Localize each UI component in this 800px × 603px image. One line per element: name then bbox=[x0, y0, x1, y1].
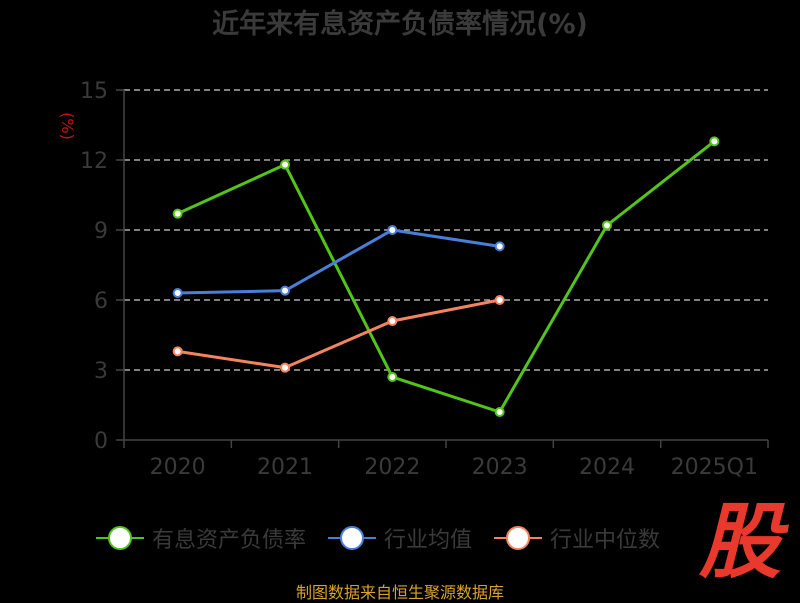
stock-logo-watermark: 股 bbox=[699, 495, 781, 590]
series-line-2 bbox=[177, 298, 500, 370]
series-line-1 bbox=[177, 228, 500, 295]
y-tick-label: 12 bbox=[80, 149, 108, 174]
x-tick-label: 2024 bbox=[579, 455, 635, 480]
data-point-2 bbox=[387, 316, 398, 326]
y-tick-label: 0 bbox=[94, 429, 108, 454]
y-axis-label: (%) bbox=[58, 112, 77, 140]
legend-marker-icon bbox=[494, 525, 543, 551]
data-point-1 bbox=[172, 288, 183, 298]
data-point-2 bbox=[494, 295, 505, 305]
data-point-0 bbox=[280, 159, 290, 170]
y-tick-label: 9 bbox=[94, 219, 108, 244]
data-point-0 bbox=[172, 208, 183, 219]
data-point-0 bbox=[709, 136, 720, 147]
x-tick-label: 2021 bbox=[257, 455, 313, 480]
x-tick-label: 2023 bbox=[472, 455, 528, 480]
data-point-1 bbox=[280, 285, 290, 296]
chart-legend: 有息资产负债率 行业均值 行业中位数 bbox=[96, 518, 660, 558]
x-tick-label: 2025Q1 bbox=[671, 455, 758, 480]
data-point-0 bbox=[494, 407, 505, 417]
data-point-2 bbox=[280, 362, 290, 373]
legend-item-industry-median[interactable]: 行业中位数 bbox=[494, 522, 660, 554]
legend-label: 有息资产负债率 bbox=[152, 528, 307, 553]
x-tick-label: 2022 bbox=[364, 455, 420, 480]
y-tick-label: 15 bbox=[80, 79, 108, 104]
data-point-2 bbox=[172, 346, 183, 357]
legend-marker-icon bbox=[96, 525, 144, 551]
legend-label: 行业中位数 bbox=[550, 528, 661, 553]
data-point-0 bbox=[602, 220, 612, 231]
legend-marker-icon bbox=[328, 525, 377, 551]
data-point-0 bbox=[387, 372, 398, 382]
y-tick-label: 3 bbox=[94, 359, 108, 384]
data-point-1 bbox=[387, 225, 398, 235]
legend-item-interest-debt-ratio[interactable]: 有息资产负债率 bbox=[96, 522, 306, 554]
legend-label: 行业均值 bbox=[384, 528, 473, 553]
x-tick-label: 2020 bbox=[150, 455, 206, 480]
chart-title: 近年来有息资产负债率情况(%) bbox=[212, 9, 588, 40]
data-point-1 bbox=[494, 241, 505, 252]
legend-item-industry-mean[interactable]: 行业均值 bbox=[328, 522, 472, 554]
y-tick-label: 6 bbox=[94, 289, 108, 314]
data-source-note: 制图数据来自恒生聚源数据库 bbox=[295, 583, 504, 602]
series-line-0 bbox=[177, 140, 716, 414]
